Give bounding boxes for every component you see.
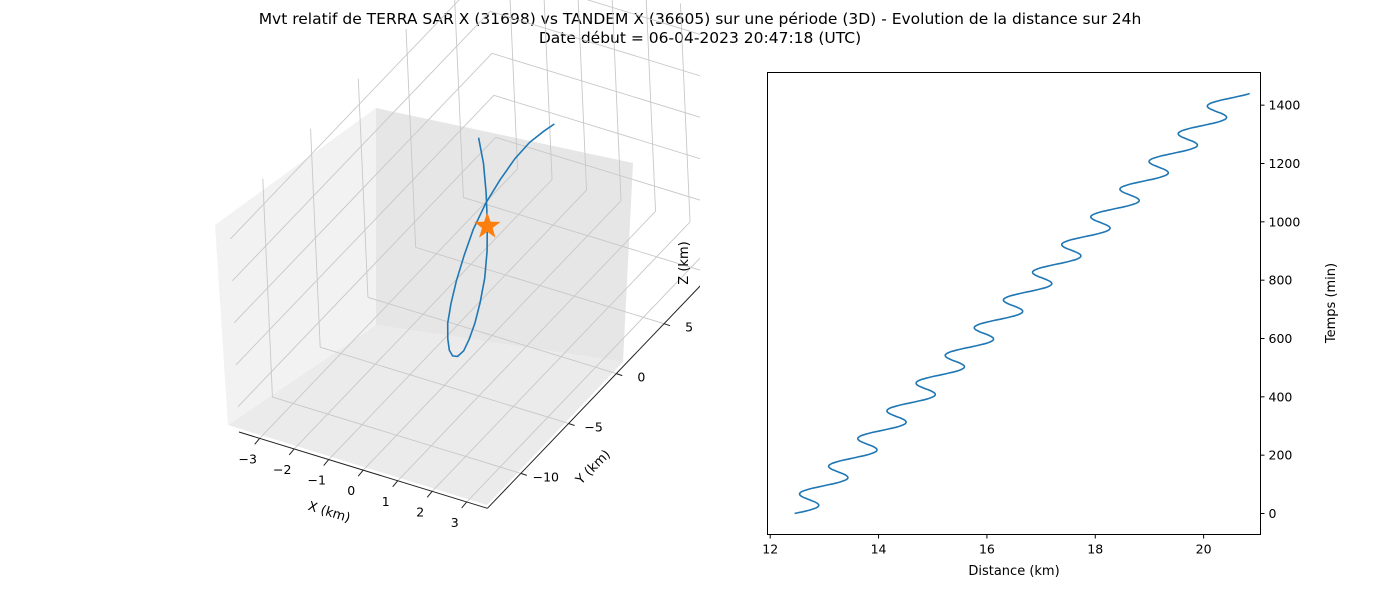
grid-line-z-left (233, 53, 493, 324)
grid-line-y-floor (367, 296, 617, 375)
y-tick-label: 400 (1269, 389, 1293, 404)
y-tick-label: 200 (1269, 448, 1293, 463)
grid-line-y-floor (463, 197, 700, 271)
x-tick (323, 459, 330, 466)
figure-title: Mvt relatif de TERRA SAR X (31698) vs TA… (0, 10, 1400, 48)
pane-left (215, 108, 376, 425)
x-tick-label: −2 (273, 462, 291, 477)
grid-line-z-right (490, 10, 700, 77)
x-tick-label: −3 (238, 451, 256, 466)
x-tick-label: 14 (871, 542, 887, 557)
y-axis-label: Temps (min) (1324, 263, 1339, 344)
y-tick (616, 373, 623, 377)
y-tick-label: 0 (1269, 506, 1277, 521)
y-tick (663, 323, 671, 327)
grid-line-z-left (232, 11, 491, 282)
grid-line-z-right (586, 0, 700, 35)
x-tick-label: 2 (416, 504, 424, 519)
grid-line-y-floor (415, 246, 665, 325)
x-tick-label: 18 (1087, 542, 1103, 557)
x-tick (392, 480, 399, 488)
plot-frame (767, 72, 1261, 535)
pane-floor (228, 325, 623, 505)
grid-line-x-wall (645, 0, 656, 212)
y-tick (568, 423, 575, 426)
title-line-2: Date début = 06-04-2023 20:47:18 (UTC) (538, 29, 862, 47)
grid-line-z-left (237, 137, 497, 408)
y-tick-label: −10 (533, 469, 559, 484)
y-tick-label: 5 (685, 320, 693, 335)
x-tick-label: 20 (1196, 542, 1212, 557)
grid-line-z-right (495, 136, 700, 201)
y-tick-label: −5 (584, 419, 602, 434)
grid-line-z-left (235, 95, 495, 366)
title-line-1: Mvt relatif de TERRA SAR X (31698) vs TA… (258, 10, 1142, 28)
x-tick (288, 448, 295, 456)
orbit-line (446, 123, 555, 358)
pane-right (376, 108, 633, 362)
y-tick (520, 472, 527, 476)
y-tick-label: 1400 (1269, 98, 1301, 113)
z-axis-label: Z (km) (677, 241, 692, 284)
grid-3d (230, 0, 700, 503)
y-tick-label: 0 (637, 370, 645, 385)
x-tick (426, 491, 433, 498)
grid-line-z-right (491, 52, 700, 118)
grid-line-z-right (493, 94, 700, 160)
x-tick-label: 3 (451, 515, 459, 530)
y-axis-label: Y (km) (573, 447, 614, 488)
x-axis-label: Distance (km) (968, 564, 1059, 579)
x-axis-label: X (km) (306, 499, 352, 526)
y-tick-label: 600 (1269, 331, 1293, 346)
x-tick-label: 0 (347, 483, 355, 498)
y-tick-label: 1000 (1269, 214, 1301, 229)
y-tick-label: 1200 (1269, 156, 1301, 171)
x-tick-label: 12 (762, 542, 778, 557)
grid-line-y-floor (320, 346, 569, 424)
origin-star-marker (474, 212, 501, 238)
series-3d (446, 123, 555, 358)
x-tick-label: 1 (382, 494, 390, 509)
x-tick (254, 438, 261, 445)
x-tick (461, 501, 468, 509)
y-tick-label: 800 (1269, 273, 1293, 288)
x-tick (357, 469, 364, 477)
grid-line-z-left (230, 0, 460, 240)
x-tick-label: −1 (307, 473, 325, 488)
distance-series-line (794, 92, 1250, 515)
grid-line-y-floor (272, 396, 521, 474)
x-tick-label: 16 (979, 542, 995, 557)
